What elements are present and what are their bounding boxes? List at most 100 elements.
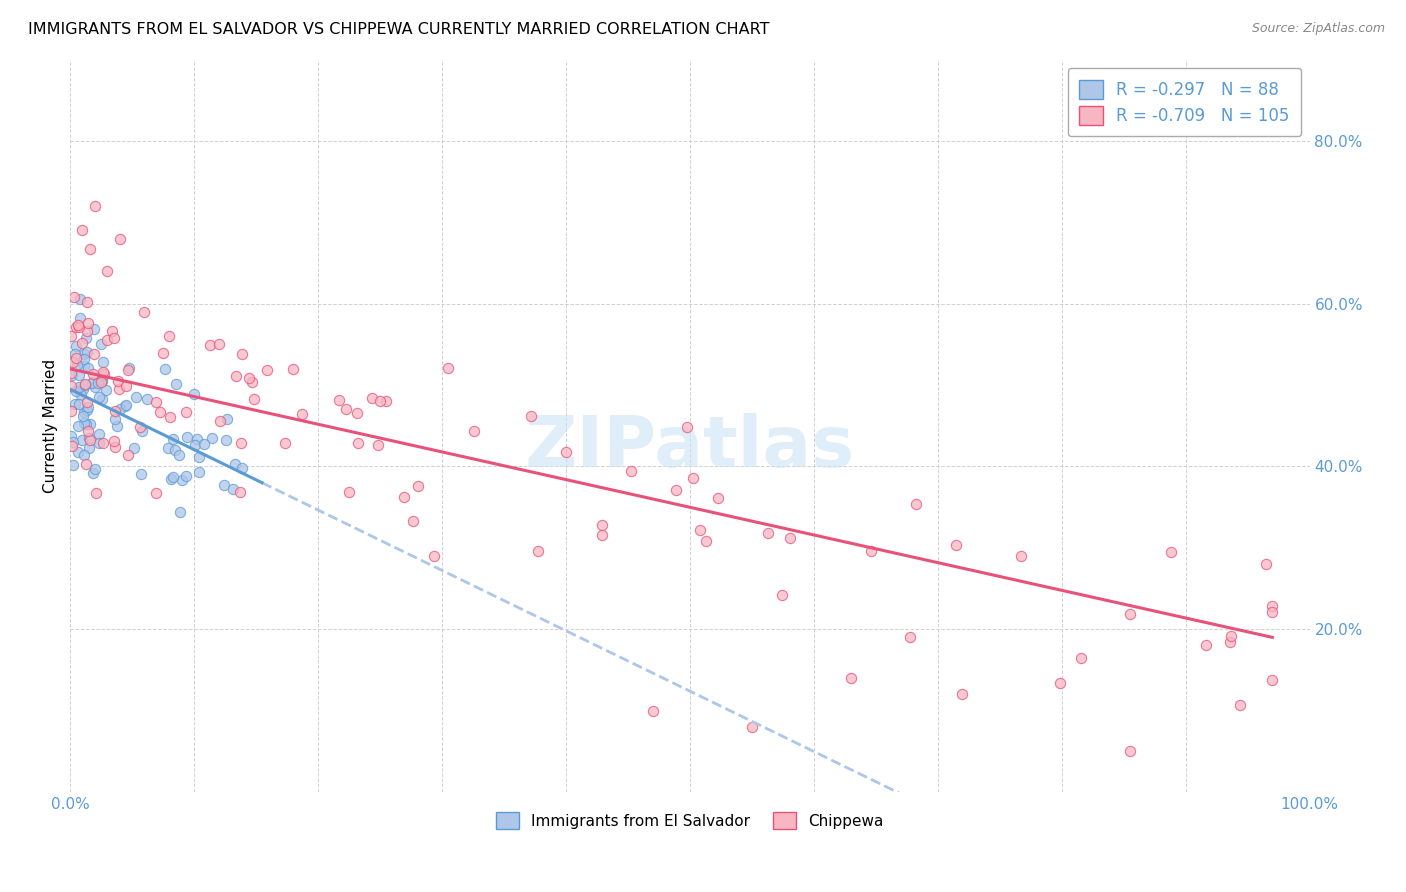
- Point: [73, 448, 96, 462]
- Point: [94, 383, 117, 397]
- Point: [62, 355, 84, 369]
- Point: [215, 433, 238, 447]
- Point: [82, 376, 104, 390]
- Point: [101, 324, 124, 338]
- Point: [77, 431, 100, 445]
- Point: [60, 328, 83, 343]
- Point: [347, 436, 370, 450]
- Point: [170, 473, 193, 487]
- Point: [83, 380, 105, 394]
- Point: [328, 392, 350, 407]
- Point: [231, 346, 253, 360]
- Point: [86, 486, 108, 500]
- Point: [665, 483, 688, 498]
- Point: [741, 720, 763, 734]
- Point: [75, 377, 97, 392]
- Point: [63, 290, 86, 304]
- Point: [67, 320, 90, 334]
- Point: [122, 441, 145, 455]
- Point: [60, 368, 83, 382]
- Point: [167, 448, 190, 462]
- Point: [118, 360, 141, 375]
- Point: [131, 467, 153, 482]
- Point: [66, 358, 89, 372]
- Point: [152, 345, 174, 359]
- Point: [70, 388, 93, 402]
- Point: [62, 458, 84, 472]
- Point: [62, 435, 84, 450]
- Point: [90, 374, 112, 388]
- Point: [212, 477, 235, 491]
- Point: [79, 242, 101, 256]
- Point: [1049, 676, 1071, 690]
- Point: [73, 351, 96, 366]
- Point: [402, 515, 425, 529]
- Point: [225, 369, 247, 384]
- Point: [91, 436, 114, 450]
- Point: [60, 439, 83, 453]
- Point: [222, 482, 245, 496]
- Point: [108, 232, 131, 246]
- Point: [860, 544, 883, 558]
- Point: [90, 336, 112, 351]
- Point: [423, 549, 446, 564]
- Legend: Immigrants from El Salvador, Chippewa: Immigrants from El Salvador, Chippewa: [489, 805, 890, 836]
- Point: [758, 525, 780, 540]
- Point: [682, 470, 704, 484]
- Text: ZIPatlas: ZIPatlas: [524, 413, 855, 483]
- Point: [176, 405, 198, 419]
- Point: [149, 405, 172, 419]
- Point: [60, 366, 83, 380]
- Point: [274, 436, 297, 450]
- Point: [360, 391, 382, 405]
- Point: [104, 404, 127, 418]
- Point: [1010, 549, 1032, 564]
- Point: [63, 347, 86, 361]
- Point: [115, 379, 138, 393]
- Point: [165, 377, 187, 392]
- Point: [201, 431, 224, 445]
- Point: [1119, 607, 1142, 621]
- Point: [145, 394, 167, 409]
- Point: [89, 427, 111, 442]
- Point: [77, 316, 100, 330]
- Point: [162, 470, 184, 484]
- Point: [368, 394, 391, 409]
- Point: [103, 331, 125, 345]
- Point: [105, 418, 128, 433]
- Point: [108, 402, 131, 417]
- Point: [592, 517, 614, 532]
- Point: [60, 404, 83, 418]
- Point: [75, 417, 97, 431]
- Point: [90, 371, 112, 385]
- Point: [67, 397, 90, 411]
- Point: [675, 420, 697, 434]
- Point: [157, 329, 180, 343]
- Point: [72, 382, 94, 396]
- Point: [60, 429, 83, 443]
- Point: [96, 334, 118, 348]
- Point: [83, 199, 105, 213]
- Point: [689, 524, 711, 538]
- Point: [83, 322, 105, 336]
- Point: [215, 412, 238, 426]
- Point: [76, 295, 98, 310]
- Point: [76, 324, 98, 338]
- Point: [186, 432, 208, 446]
- Point: [76, 394, 98, 409]
- Point: [159, 409, 181, 424]
- Point: [176, 430, 198, 444]
- Point: [256, 362, 278, 376]
- Point: [87, 376, 110, 390]
- Point: [555, 445, 578, 459]
- Point: [63, 397, 86, 411]
- Point: [406, 479, 429, 493]
- Point: [107, 375, 129, 389]
- Point: [75, 457, 97, 471]
- Point: [952, 687, 974, 701]
- Point: [82, 466, 104, 480]
- Point: [392, 490, 415, 504]
- Point: [72, 359, 94, 374]
- Point: [77, 361, 100, 376]
- Point: [66, 318, 89, 333]
